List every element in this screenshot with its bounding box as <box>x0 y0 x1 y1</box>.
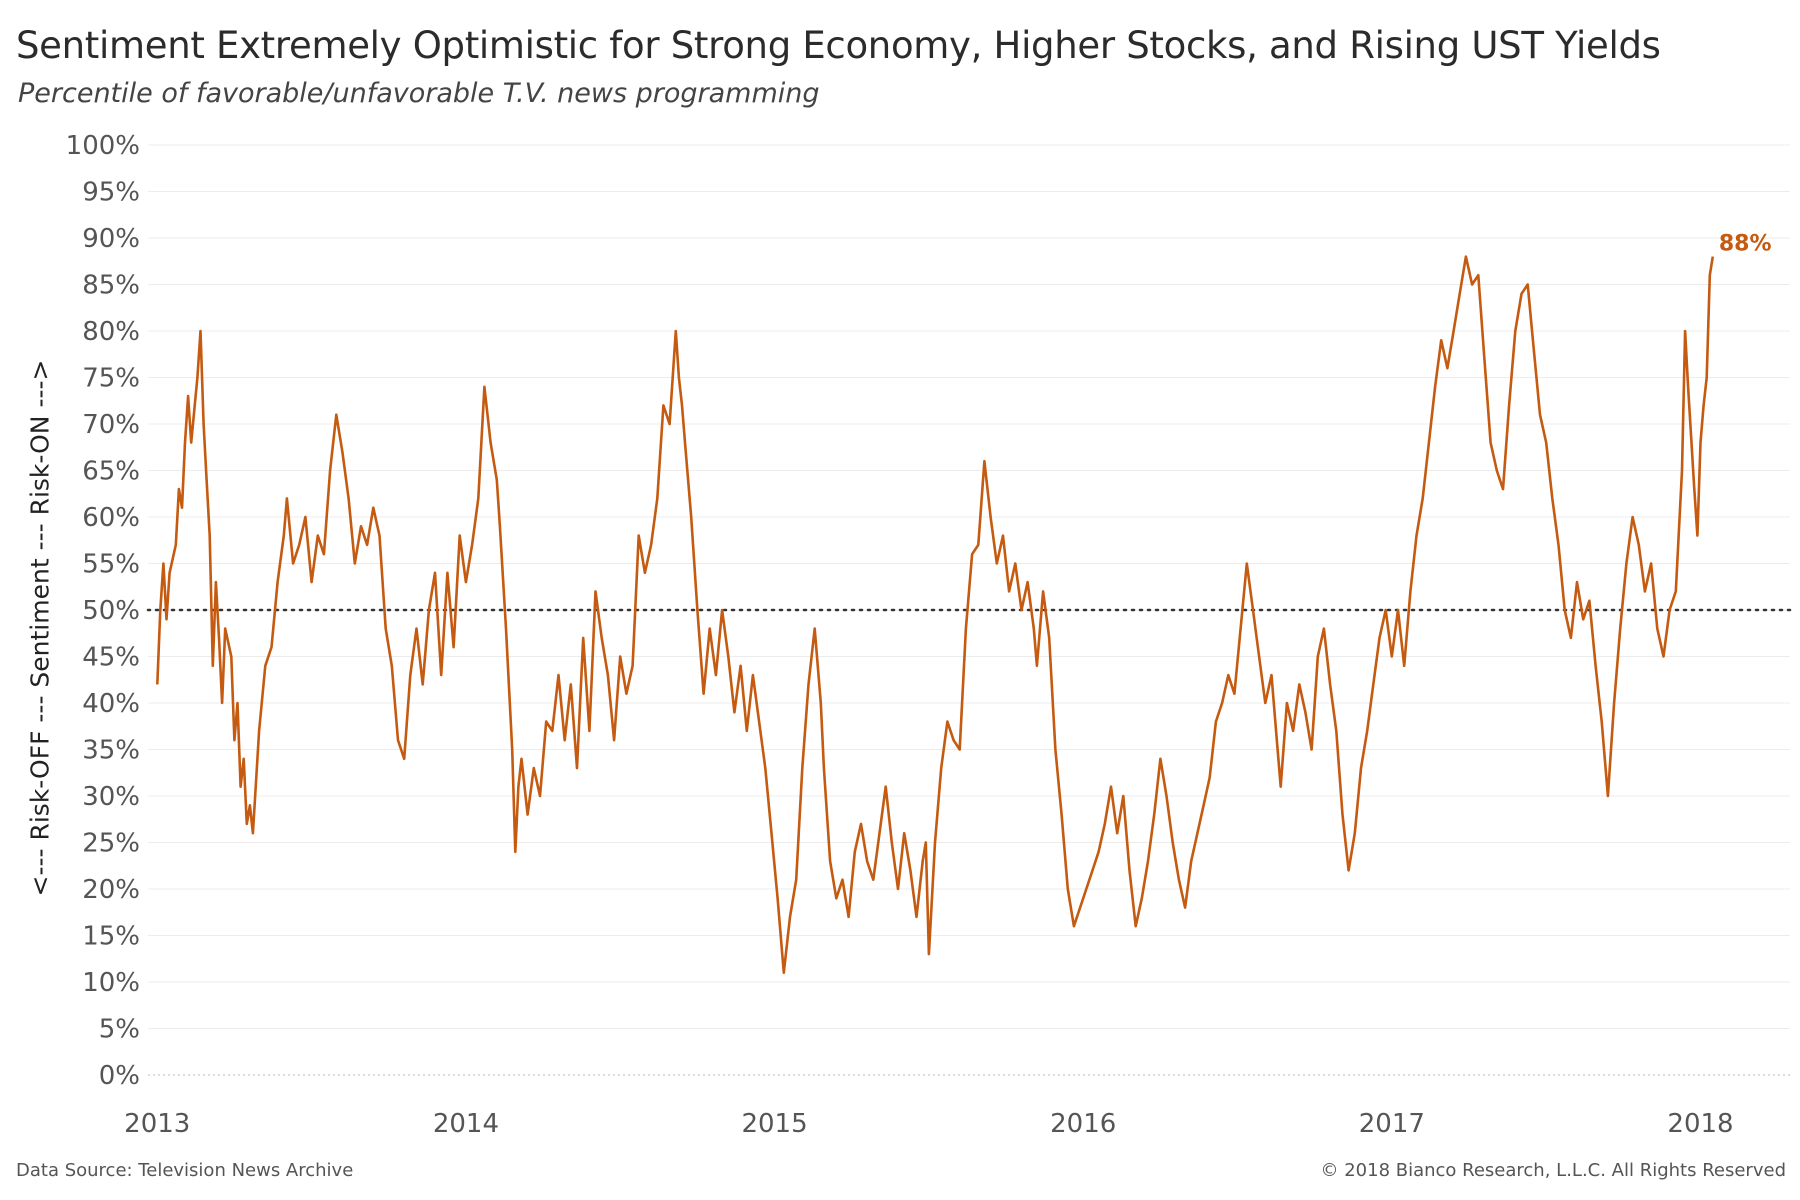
y-tick-label: 55% <box>82 550 140 580</box>
y-tick-label: 65% <box>82 457 140 487</box>
y-tick-label: 80% <box>82 317 140 347</box>
x-tick-label: 2013 <box>124 1109 190 1139</box>
y-tick-label: 25% <box>82 829 140 859</box>
y-tick-label: 50% <box>82 596 140 626</box>
y-tick-label: 100% <box>66 131 140 161</box>
y-tick-label: 5% <box>99 1015 140 1045</box>
y-tick-label: 90% <box>82 224 140 254</box>
y-tick-label: 75% <box>82 364 140 394</box>
y-tick-label: 20% <box>82 875 140 905</box>
y-tick-label: 40% <box>82 689 140 719</box>
x-tick-label: 2015 <box>741 1109 807 1139</box>
y-tick-label: 30% <box>82 782 140 812</box>
copyright-note: © 2018 Bianco Research, L.L.C. All Right… <box>1320 1160 1786 1181</box>
x-tick-label: 2014 <box>433 1109 499 1139</box>
y-tick-label: 0% <box>99 1061 140 1091</box>
y-tick-label: 35% <box>82 736 140 766</box>
x-tick-label: 2017 <box>1359 1109 1425 1139</box>
y-tick-label: 10% <box>82 968 140 998</box>
x-axis-ticks: 2013 2014 2015 2016 2017 2018 <box>124 1109 1733 1139</box>
chart-subtitle: Percentile of favorable/unfavorable T.V.… <box>18 78 820 109</box>
y-tick-label: 45% <box>82 643 140 673</box>
x-tick-label: 2018 <box>1667 1109 1733 1139</box>
x-tick-label: 2016 <box>1050 1109 1116 1139</box>
chart-title: Sentiment Extremely Optimistic for Stron… <box>16 24 1661 67</box>
y-tick-label: 95% <box>82 178 140 208</box>
series-line <box>156 255 1715 974</box>
y-axis-ticks: 0% 5% 10% 15% 20% 25% 30% 35% 40% 45% 50% 55% 60% 65%… <box>66 131 140 1091</box>
y-tick-label: 60% <box>82 503 140 533</box>
last-value-annotation: 88% <box>1719 232 1772 257</box>
data-source-note: Data Source: Television News Archive <box>16 1160 354 1181</box>
y-tick-label: 15% <box>82 922 140 952</box>
y-tick-label: 70% <box>82 410 140 440</box>
y-tick-label: 85% <box>82 271 140 301</box>
